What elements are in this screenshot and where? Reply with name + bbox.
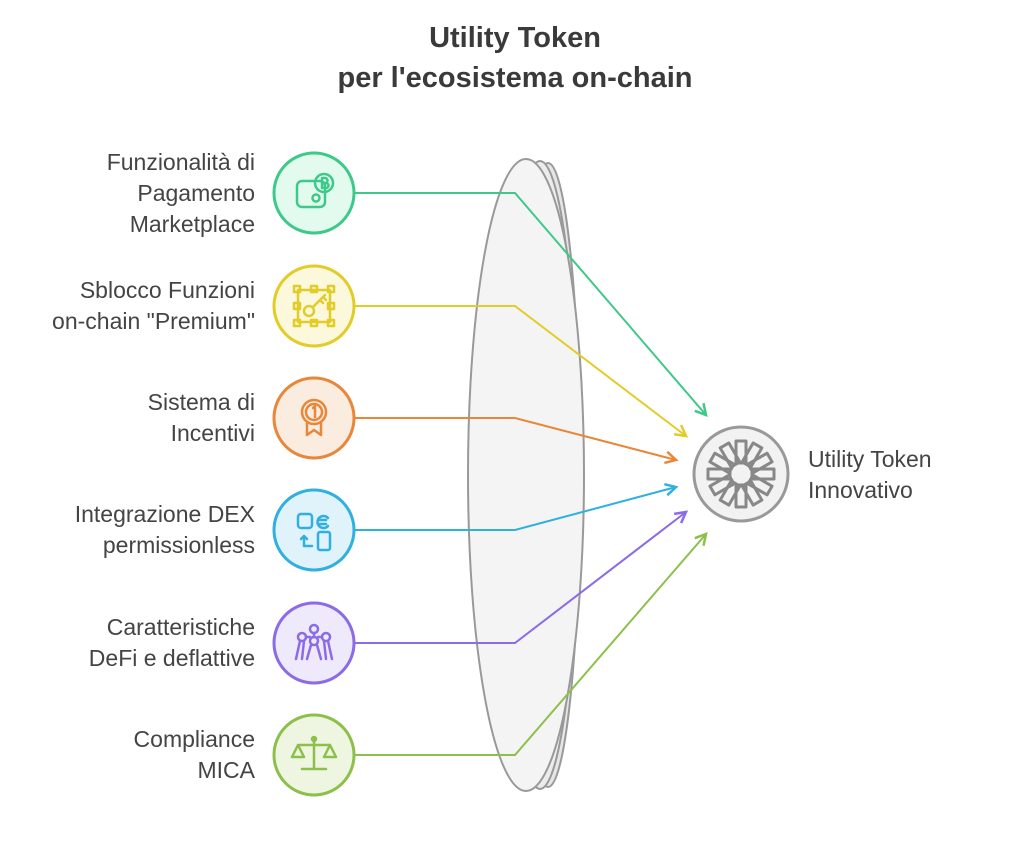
input-label: Funzionalità di Pagamento Marketplace (107, 147, 255, 240)
input-label-line: Marketplace (129, 210, 255, 237)
input-label-line: Pagamento (137, 179, 255, 206)
input-label-line: MICA (197, 757, 256, 783)
input-label-line: Sblocco Funzioni (79, 277, 255, 303)
input-label-line: on-chain "Premium" (52, 308, 255, 334)
input-label-line: Incentivi (170, 420, 255, 446)
arrowhead (694, 403, 708, 417)
input-label-line: permissionless (102, 532, 255, 558)
medal-icon (300, 398, 328, 437)
input-label-line: Integrazione DEX (74, 501, 255, 527)
arrowhead (673, 510, 689, 524)
connector-line (354, 533, 707, 756)
input-node (272, 264, 356, 348)
scales-icon (290, 735, 338, 771)
input-label-line: DeFi e deflattive (88, 645, 255, 671)
connector-line (354, 486, 677, 531)
input-label: Sistema di Incentivi (148, 387, 255, 449)
input-label-line: Caratteristiche (106, 614, 255, 640)
input-label: Integrazione DEX permissionless (75, 499, 255, 561)
output-label-line: Utility Token (808, 446, 932, 472)
arrowhead (664, 450, 679, 465)
arrowhead (694, 532, 708, 546)
input-node (272, 151, 356, 235)
connector-line (354, 192, 707, 416)
connector-line (354, 417, 677, 461)
output-label-line: Innovativo (808, 477, 913, 503)
key-frame-icon (292, 284, 336, 328)
input-label-line: Compliance (133, 726, 255, 752)
input-label: Sblocco Funzioni on-chain "Premium" (52, 275, 255, 337)
exchange-icon (296, 512, 332, 552)
wallet-bitcoin-icon (295, 172, 335, 209)
title-line-2: per l'ecosistema on-chain (337, 62, 693, 94)
input-label: Compliance MICA (134, 724, 255, 786)
lens (467, 158, 585, 792)
input-node (272, 376, 356, 460)
input-label-line: Sistema di (147, 389, 255, 415)
diagram-title: Utility Token per l'ecosistema on-chain (0, 18, 1030, 98)
arrowhead (673, 424, 689, 438)
title-line-1: Utility Token (429, 22, 601, 54)
arrowhead (664, 482, 679, 497)
starburst-icon (706, 439, 776, 509)
input-node (272, 713, 356, 797)
network-people-icon (294, 623, 334, 661)
connector-line (354, 305, 687, 437)
connector-line (354, 511, 687, 644)
output-node (692, 425, 790, 523)
input-label-line: Funzionalità di (106, 148, 255, 175)
input-node (272, 601, 356, 685)
output-label: Utility Token Innovativo (808, 444, 932, 506)
input-label: Caratteristiche DeFi e deflattive (89, 612, 255, 674)
input-node (272, 488, 356, 572)
